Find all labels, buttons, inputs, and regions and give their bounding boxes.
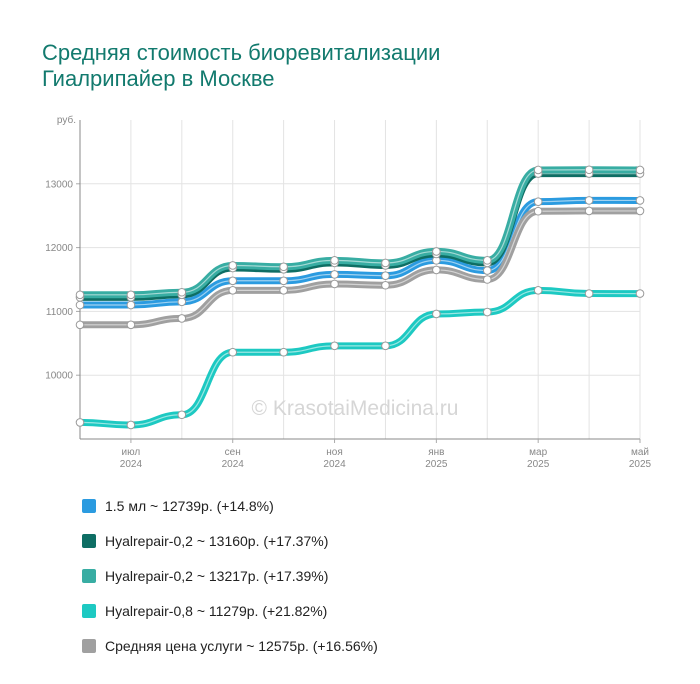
series-lines <box>76 166 644 429</box>
data-point <box>432 265 441 275</box>
chart-title-line-2: Гиалрипайер в Москве <box>42 66 275 91</box>
y-tick-label: 13000 <box>45 179 73 190</box>
series-line-4 <box>76 207 644 329</box>
chart-title: Средняя стоимость биоревитализации Гиалр… <box>42 40 440 92</box>
data-point <box>177 297 187 307</box>
x-tick-label-month: мар <box>529 447 547 458</box>
legend-swatch <box>82 533 96 548</box>
data-point <box>330 256 339 265</box>
data-point <box>432 309 441 319</box>
chart-axes: 10000110001200013000руб.июл2024сен2024но… <box>45 114 651 470</box>
data-point <box>279 276 288 286</box>
data-point <box>584 196 594 205</box>
data-point <box>279 262 288 272</box>
data-point <box>584 206 594 216</box>
legend-label: Hyalrepair-0,8 ~ 11279р. (+21.82%) <box>105 602 328 619</box>
watermark-text: © KrasotaiMedicina.ru <box>252 397 459 420</box>
x-tick-label-month: июл <box>122 447 141 458</box>
y-tick-label: 10000 <box>45 371 73 382</box>
legend-swatch <box>82 638 96 653</box>
data-point <box>126 320 136 330</box>
y-tick-label: 11000 <box>46 307 74 318</box>
data-point <box>75 290 85 300</box>
data-point <box>635 206 645 216</box>
x-tick-label-year: 2024 <box>120 459 143 470</box>
data-point <box>126 290 136 300</box>
x-tick-label-year: 2025 <box>527 459 550 470</box>
data-point <box>584 165 594 175</box>
legend-item: 1.5 мл ~ 12739р. (+14.8%) <box>82 488 378 523</box>
data-point <box>482 275 492 284</box>
data-point <box>177 287 187 297</box>
data-point <box>533 197 543 206</box>
legend-swatch <box>82 568 96 583</box>
data-point <box>75 418 85 427</box>
data-point <box>279 347 288 357</box>
x-tick-label-month: янв <box>428 447 444 458</box>
data-point <box>330 279 339 289</box>
data-point <box>279 286 288 295</box>
data-point <box>482 266 492 275</box>
data-point <box>330 341 339 351</box>
data-point <box>533 286 543 295</box>
series-line-highlight-4 <box>80 210 641 326</box>
data-point <box>635 289 645 298</box>
x-tick-label-year: 2024 <box>222 459 245 470</box>
data-point <box>432 247 441 256</box>
legend-label: Hyalrepair-0,2 ~ 13217р. (+17.39%) <box>105 567 329 584</box>
data-point <box>381 271 390 280</box>
line-chart: © KrasotaiMedicina.ru 10000 11000 12000 130… <box>45 114 651 470</box>
series-points <box>75 165 645 430</box>
legend-swatch <box>82 498 96 513</box>
data-point <box>482 256 492 265</box>
y-axis-unit-label: руб. <box>57 114 76 126</box>
legend-item: Hyalrepair-0,2 ~ 13217р. (+17.39%) <box>82 558 378 593</box>
chart-legend: 1.5 мл ~ 12739р. (+14.8%) Hyalrepair-0,2 … <box>82 488 378 663</box>
data-point <box>533 165 543 175</box>
legend-item: Hyalrepair-0,2 ~ 13160р. (+17.37%) <box>82 523 378 558</box>
legend-label: Средняя цена услуги ~ 12575р. (+16.56%) <box>105 637 378 654</box>
data-point <box>126 420 136 430</box>
data-point <box>75 320 85 330</box>
x-tick-label-year: 2025 <box>425 459 448 470</box>
series-line-1 <box>76 170 644 301</box>
series-line-highlight-1 <box>80 172 640 298</box>
legend-item: Средняя цена услуги ~ 12575р. (+16.56%) <box>82 628 378 663</box>
data-point <box>635 196 645 205</box>
x-tick-label-month: май <box>631 447 649 458</box>
data-point <box>482 307 492 317</box>
data-point <box>177 410 187 420</box>
chart-title-line-1: Средняя стоимость биоревитализации <box>42 40 441 65</box>
data-point <box>330 270 339 279</box>
x-tick-label-month: сен <box>225 447 241 458</box>
legend-item: Hyalrepair-0,8 ~ 11279р. (+21.82%) <box>82 593 378 628</box>
data-point <box>75 300 85 310</box>
data-point <box>635 165 645 175</box>
data-point <box>381 341 390 351</box>
data-point <box>584 289 594 298</box>
data-point <box>228 286 238 295</box>
data-point <box>126 300 136 310</box>
data-point <box>177 314 187 323</box>
data-point <box>533 206 543 216</box>
y-tick-label: 12000 <box>45 243 73 254</box>
data-point <box>228 261 238 270</box>
legend-label: 1.5 мл ~ 12739р. (+14.8%) <box>105 497 274 514</box>
data-point <box>228 276 238 286</box>
x-tick-label-month: ноя <box>326 447 343 458</box>
legend-label: Hyalrepair-0,2 ~ 13160р. (+17.37%) <box>105 532 329 549</box>
data-point <box>381 258 390 268</box>
data-point <box>228 347 238 357</box>
legend-swatch <box>82 603 96 618</box>
x-tick-label-year: 2024 <box>323 459 346 470</box>
data-point <box>381 280 390 290</box>
x-tick-label-year: 2025 <box>629 459 652 470</box>
